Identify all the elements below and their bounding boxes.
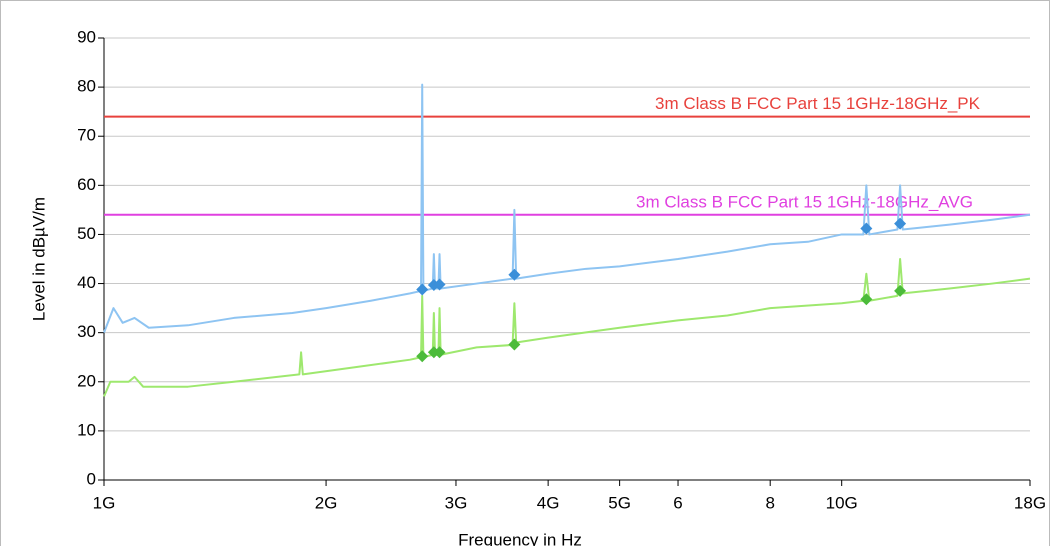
- marker: [860, 293, 873, 306]
- x-axis-label: Frequency in Hz: [458, 530, 582, 546]
- y-tick-label: 60: [77, 175, 96, 194]
- y-tick-label: 30: [77, 322, 96, 341]
- x-tick-label: 2G: [315, 493, 338, 512]
- x-tick-label: 3G: [445, 493, 468, 512]
- y-tick-label: 90: [77, 27, 96, 46]
- y-tick-label: 10: [77, 420, 96, 439]
- x-tick-label: 18G: [1014, 493, 1046, 512]
- marker: [508, 338, 521, 351]
- trace: [103, 258, 1031, 397]
- limit-label: 3m Class B FCC Part 15 1GHz-18GHz_AVG: [636, 192, 973, 211]
- y-tick-label: 0: [87, 469, 96, 488]
- marker: [894, 217, 907, 230]
- x-tick-label: 4G: [537, 493, 560, 512]
- marker: [508, 268, 521, 281]
- marker: [416, 350, 429, 363]
- marker: [860, 222, 873, 235]
- x-tick-label: 10G: [826, 493, 858, 512]
- x-tick-label: 5G: [608, 493, 631, 512]
- marker: [433, 346, 446, 359]
- y-tick-label: 40: [77, 273, 96, 292]
- y-axis-label: Level in dBµV/m: [29, 197, 48, 321]
- marker: [894, 284, 907, 297]
- y-tick-label: 20: [77, 371, 96, 390]
- trace: [103, 83, 1031, 334]
- limit-label: 3m Class B FCC Part 15 1GHz-18GHz_PK: [655, 94, 981, 113]
- x-tick-label: 6: [673, 493, 682, 512]
- y-tick-label: 70: [77, 126, 96, 145]
- y-tick-label: 80: [77, 77, 96, 96]
- marker: [416, 283, 429, 296]
- marker: [433, 278, 446, 291]
- y-tick-label: 50: [77, 224, 96, 243]
- x-tick-label: 1G: [93, 493, 116, 512]
- x-tick-label: 8: [765, 493, 774, 512]
